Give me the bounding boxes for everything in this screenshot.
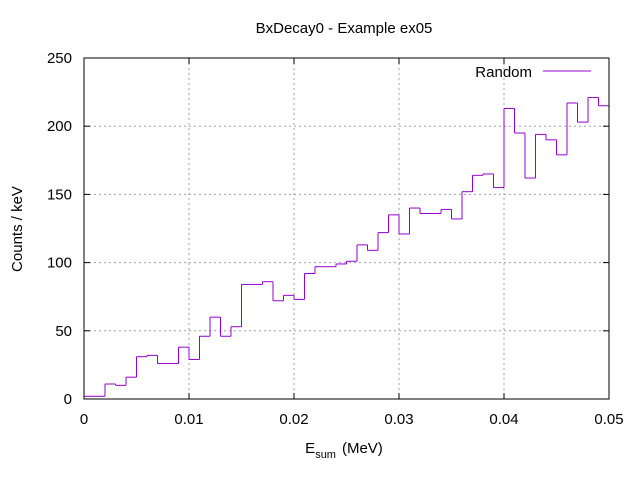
x-tick-label: 0.04 — [489, 411, 518, 428]
x-tick-label: 0 — [80, 411, 88, 428]
y-tick-label: 50 — [55, 323, 72, 340]
plot-frame — [83, 57, 610, 400]
data-layer — [84, 97, 609, 397]
x-tick-label: 0.05 — [594, 411, 623, 428]
x-axis-label-subscript: sum — [315, 449, 336, 461]
chart-title: BxDecay0 - Example ex05 — [256, 20, 433, 37]
y-tick-label: 0 — [64, 391, 72, 408]
x-axis-label-unit: (MeV) — [342, 440, 383, 457]
x-tick-label: 0.01 — [174, 411, 203, 428]
tick-layer — [83, 57, 610, 400]
x-tick-label: 0.03 — [384, 411, 413, 428]
y-tick-label: 200 — [47, 118, 72, 135]
tick-label-layer: 0 0.01 0.02 0.03 0.04 0.05 0 50 100 150 200 250 — [47, 50, 624, 428]
x-tick-label: 0.02 — [279, 411, 308, 428]
x-axis-label: Esum (MeV) — [305, 440, 383, 461]
y-tick-label: 100 — [47, 255, 72, 272]
y-tick-label: 250 — [47, 50, 72, 67]
x-axis-label-main: E — [305, 440, 315, 457]
y-axis-label: Counts / keV — [9, 186, 26, 272]
legend-label: Random — [475, 64, 532, 81]
legend: Random — [475, 64, 591, 81]
y-tick-label: 150 — [47, 186, 72, 203]
